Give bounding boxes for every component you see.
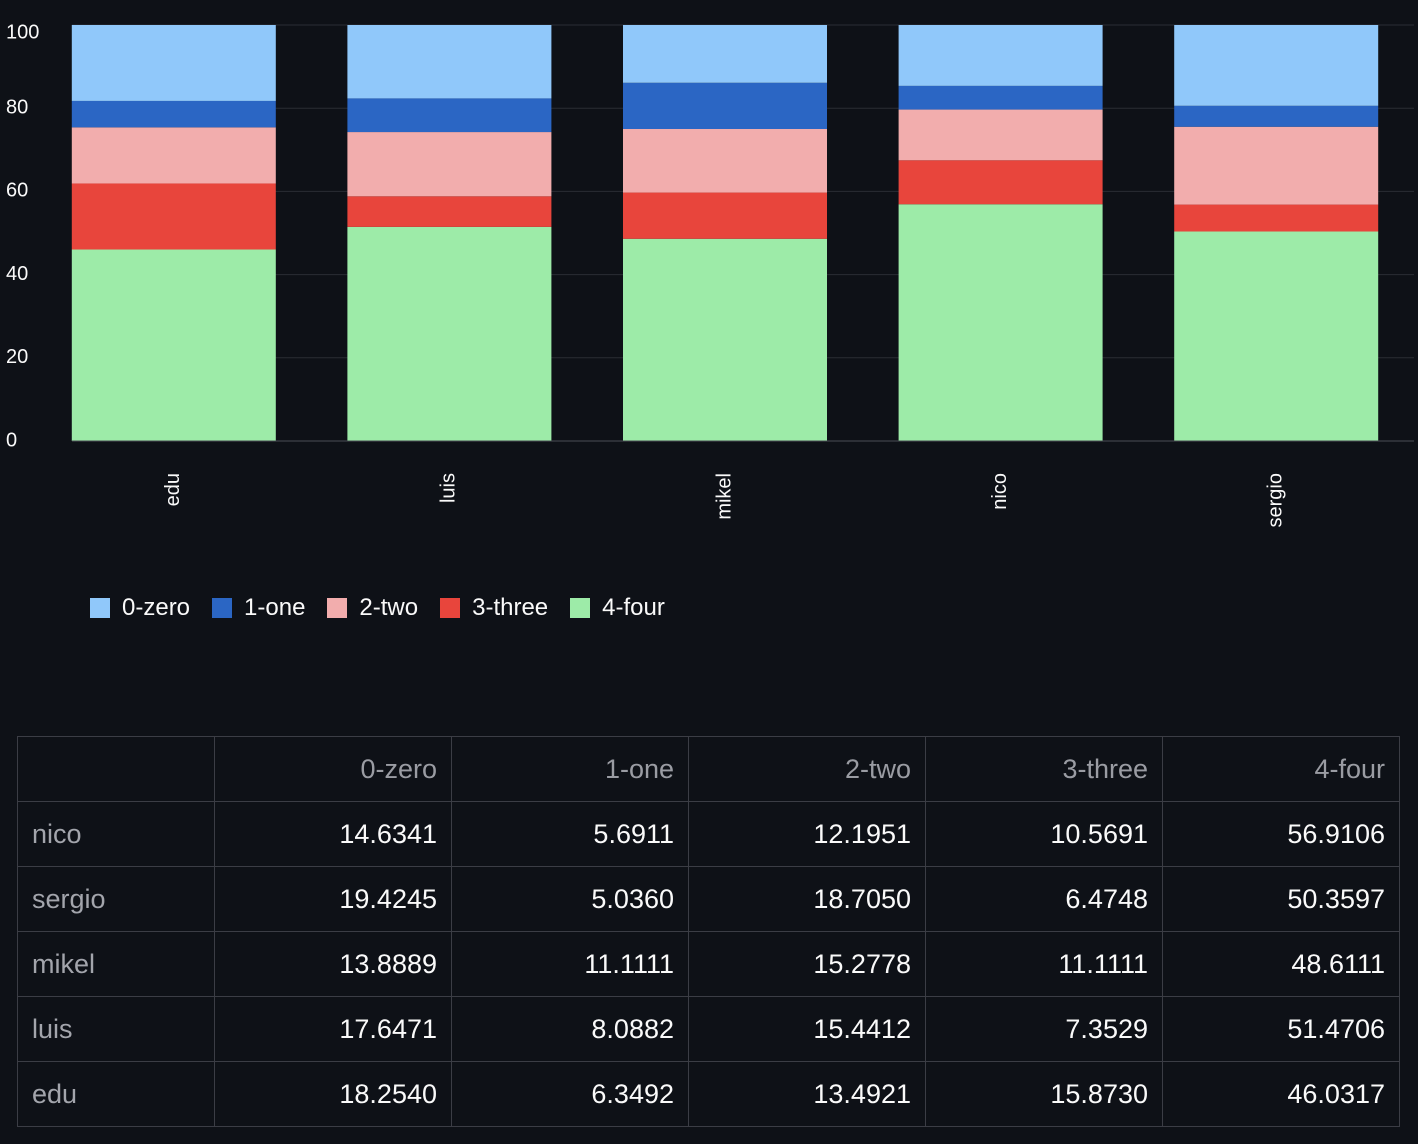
x-tick-label-mikel: mikel bbox=[713, 473, 735, 520]
row-label: mikel bbox=[17, 931, 215, 997]
bar-segment-mikel-2-two bbox=[623, 129, 827, 193]
bar-segment-luis-2-two bbox=[347, 132, 552, 197]
bar-segment-nico-3-three bbox=[898, 160, 1103, 205]
table-cell[interactable]: 18.7050 bbox=[688, 866, 926, 932]
row-label: nico bbox=[17, 801, 215, 867]
bar-segment-luis-1-one bbox=[347, 98, 552, 133]
column-header[interactable]: 4-four bbox=[1162, 736, 1400, 802]
bar-segment-mikel-3-three bbox=[623, 192, 827, 239]
column-header[interactable]: 1-one bbox=[451, 736, 689, 802]
bar-segment-edu-4-four bbox=[71, 249, 276, 441]
table-row: mikel 13.8889 11.1111 15.2778 11.1111 48… bbox=[17, 931, 1400, 997]
legend-swatch-0-zero bbox=[90, 598, 110, 618]
bar-segment-luis-3-three bbox=[347, 196, 552, 227]
bar-segment-luis-0-zero bbox=[347, 25, 552, 99]
y-tick-label: 40 bbox=[6, 263, 28, 285]
y-tick-label: 100 bbox=[6, 21, 39, 43]
row-label: luis bbox=[17, 996, 215, 1062]
bar-segment-sergio-2-two bbox=[1174, 126, 1379, 205]
bar-segment-nico-2-two bbox=[898, 109, 1103, 161]
table-cell[interactable]: 15.2778 bbox=[688, 931, 926, 997]
table-cell[interactable]: 18.2540 bbox=[214, 1061, 452, 1127]
data-table: 0-zero 1-one 2-two 3-three 4-four nico 1… bbox=[17, 736, 1400, 1127]
table-cell[interactable]: 5.6911 bbox=[451, 801, 689, 867]
bar-segment-mikel-1-one bbox=[623, 82, 827, 129]
x-tick-label-luis: luis bbox=[438, 473, 460, 503]
table-cell[interactable]: 12.1951 bbox=[688, 801, 926, 867]
row-label: edu bbox=[17, 1061, 215, 1127]
bar-segment-sergio-0-zero bbox=[1174, 25, 1379, 106]
legend-label-0-zero: 0-zero bbox=[122, 594, 191, 621]
table-cell[interactable]: 11.1111 bbox=[925, 931, 1163, 997]
table-cell[interactable]: 6.4748 bbox=[925, 866, 1163, 932]
table-cell[interactable]: 6.3492 bbox=[451, 1061, 689, 1127]
bar-segment-nico-0-zero bbox=[898, 25, 1103, 86]
bar-segment-sergio-1-one bbox=[1174, 105, 1379, 127]
table-cell[interactable]: 11.1111 bbox=[451, 931, 689, 997]
column-header[interactable]: 0-zero bbox=[214, 736, 452, 802]
column-header[interactable]: 2-two bbox=[688, 736, 926, 802]
table-cell[interactable]: 13.8889 bbox=[214, 931, 452, 997]
x-tick-label-edu: edu bbox=[162, 473, 184, 506]
table-cell[interactable]: 46.0317 bbox=[1162, 1061, 1400, 1127]
bar-segment-sergio-3-three bbox=[1174, 204, 1379, 232]
legend-swatch-2-two bbox=[327, 598, 348, 618]
legend-label-3-three: 3-three bbox=[472, 594, 549, 621]
legend-item-0-zero: 0-zero bbox=[90, 594, 190, 622]
legend-item-1-one: 1-one bbox=[212, 594, 305, 622]
y-tick-label: 0 bbox=[6, 429, 17, 451]
x-tick-label-nico: nico bbox=[989, 473, 1011, 510]
table-row: nico 14.6341 5.6911 12.1951 10.5691 56.9… bbox=[17, 801, 1400, 867]
table-cell[interactable]: 50.3597 bbox=[1162, 866, 1400, 932]
legend-label-4-four: 4-four bbox=[602, 594, 665, 621]
table-cell[interactable]: 8.0882 bbox=[451, 996, 689, 1062]
table-cell[interactable]: 19.4245 bbox=[214, 866, 452, 932]
legend-item-3-three: 3-three bbox=[440, 594, 548, 622]
table-row: luis 17.6471 8.0882 15.4412 7.3529 51.47… bbox=[17, 996, 1400, 1062]
table-cell[interactable]: 15.8730 bbox=[925, 1061, 1163, 1127]
legend-item-4-four: 4-four bbox=[570, 594, 665, 622]
bar-segment-nico-4-four bbox=[898, 204, 1103, 441]
column-header[interactable]: 3-three bbox=[925, 736, 1163, 802]
table-cell[interactable]: 56.9106 bbox=[1162, 801, 1400, 867]
table-cell[interactable]: 5.0360 bbox=[451, 866, 689, 932]
bar-segment-edu-1-one bbox=[71, 100, 276, 128]
bar-segment-nico-1-one bbox=[898, 85, 1103, 110]
y-tick-label: 80 bbox=[6, 96, 28, 118]
table-header-row: 0-zero 1-one 2-two 3-three 4-four bbox=[17, 736, 1400, 802]
legend-label-2-two: 2-two bbox=[359, 594, 419, 621]
bar-segment-luis-4-four bbox=[347, 226, 552, 441]
y-tick-label: 60 bbox=[6, 180, 28, 202]
table-cell[interactable]: 10.5691 bbox=[925, 801, 1163, 867]
table-row: edu 18.2540 6.3492 13.4921 15.8730 46.03… bbox=[17, 1061, 1400, 1127]
chart-legend: 0-zero 1-one 2-two 3-three 4-four bbox=[90, 594, 687, 622]
table-row: sergio 19.4245 5.0360 18.7050 6.4748 50.… bbox=[17, 866, 1400, 932]
y-tick-label: 20 bbox=[6, 346, 28, 368]
table-cell[interactable]: 13.4921 bbox=[688, 1061, 926, 1127]
table-cell[interactable]: 51.4706 bbox=[1162, 996, 1400, 1062]
table-cell[interactable]: 7.3529 bbox=[925, 996, 1163, 1062]
x-tick-label-sergio: sergio bbox=[1264, 473, 1286, 527]
row-label: sergio bbox=[17, 866, 215, 932]
legend-swatch-3-three bbox=[440, 598, 461, 618]
legend-item-2-two: 2-two bbox=[327, 594, 418, 622]
stacked-bar-chart: 0 20 40 60 80 100 edu luis mikel nico sergio bbox=[6, 21, 1414, 527]
legend-swatch-1-one bbox=[212, 598, 233, 618]
bar-segment-edu-0-zero bbox=[71, 25, 276, 101]
table-cell[interactable]: 17.6471 bbox=[214, 996, 452, 1062]
table-corner-cell bbox=[17, 736, 215, 802]
table-cell[interactable]: 15.4412 bbox=[688, 996, 926, 1062]
bar-segment-mikel-0-zero bbox=[623, 25, 827, 83]
bar-segment-edu-3-three bbox=[71, 183, 276, 250]
table-cell[interactable]: 14.6341 bbox=[214, 801, 452, 867]
legend-swatch-4-four bbox=[570, 598, 591, 618]
table-cell[interactable]: 48.6111 bbox=[1162, 931, 1400, 997]
bar-segment-mikel-4-four bbox=[623, 238, 827, 441]
bar-segment-edu-2-two bbox=[71, 127, 276, 184]
legend-label-1-one: 1-one bbox=[244, 594, 306, 621]
bar-segment-sergio-4-four bbox=[1174, 231, 1379, 441]
